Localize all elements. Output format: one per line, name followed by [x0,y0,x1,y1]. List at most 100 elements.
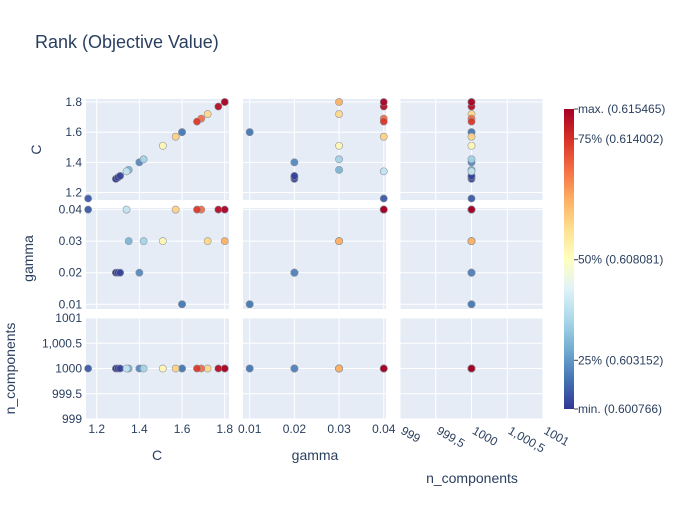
x-tick-label: 1.2 [88,422,105,436]
data-point [158,237,167,246]
data-point [178,300,186,309]
data-point [220,237,229,246]
data-point [467,205,476,214]
data-point [467,167,476,176]
data-point [139,237,148,246]
colorbar [564,109,574,409]
data-point [467,194,476,203]
x-tick-label: 1.8 [216,422,233,436]
y-axis-title-gamma: gamma [20,235,36,282]
data-point [116,268,125,277]
x-tick-label: 999,5 [434,423,467,450]
data-point [171,364,180,373]
data-point [379,205,388,214]
data-point [245,300,254,309]
y-tick-label: 1.6 [65,125,82,139]
data-point [335,98,343,106]
colorbar-tick-label: 50% (0.608081) [578,253,663,267]
colorbar-tick-label: min. (0.600766) [578,402,662,416]
data-point [467,98,476,106]
x-tick-label: 0.03 [327,422,351,436]
data-point [84,194,93,203]
data-point [379,364,388,373]
data-point [220,98,229,106]
y-tick-label: 1,000.5 [42,336,82,350]
y-axis-title-n_components: n_components [2,323,18,415]
data-point [122,167,131,176]
data-point [139,155,148,164]
x-tick-label: 999 [399,423,424,445]
y-tick-label: 1.4 [65,155,82,169]
data-point [379,117,388,126]
data-point [379,167,388,176]
data-point [203,110,212,118]
data-point [171,132,180,141]
data-point [335,165,343,174]
y-tick-label: 1001 [55,311,82,325]
panel-gamma-vs-gamma [243,208,386,309]
x-axis-title-n_components: n_components [426,470,518,486]
data-point [467,155,476,164]
data-point [158,364,167,373]
data-point [290,364,299,373]
y-axis-title-C: C [28,144,44,154]
panel-gamma-vs-C [86,208,229,309]
data-point [178,128,186,137]
y-tick-label: 1000 [55,362,82,376]
data-point [335,155,343,164]
data-point [335,110,343,118]
panel-C-vs-gamma [243,99,386,200]
data-point [379,194,388,203]
x-tick-label: 1.4 [131,422,148,436]
colorbar-tick-label: max. (0.615465) [578,102,665,116]
data-point [467,300,476,309]
y-tick-label: 0.03 [59,234,83,248]
data-point [122,364,131,373]
data-point [335,364,343,373]
data-point [171,205,180,214]
data-point [335,237,343,246]
data-point [124,237,133,246]
data-point [193,205,201,214]
x-tick-label: 1.6 [174,422,191,436]
x-tick-label: 1,000,5 [506,423,548,455]
chart-title: Rank (Objective Value) [35,32,219,52]
data-point [245,128,254,137]
data-point [139,364,148,373]
colorbar-tick-label: 75% (0.614002) [578,132,663,146]
data-point [116,171,125,180]
data-point [214,102,223,111]
x-tick-label: 0.01 [238,422,262,436]
data-point [467,268,476,277]
x-axis-title-C: C [152,447,162,463]
data-point [245,364,254,373]
data-point [290,171,299,180]
data-point [290,268,299,277]
data-point [84,364,93,373]
y-tick-label: 0.01 [59,297,83,311]
y-tick-label: 0.04 [59,203,83,217]
data-point [220,205,229,214]
x-tick-label: 0.04 [372,422,396,436]
data-point [290,158,299,167]
y-tick-label: 999.5 [52,387,82,401]
data-point [220,364,229,373]
data-point [122,205,131,214]
colorbar-tick-label: 25% (0.603152) [578,353,663,367]
data-point [84,205,93,214]
x-axis-title-gamma: gamma [292,447,339,463]
data-point [467,141,476,150]
data-point [379,132,388,141]
y-tick-label: 1.2 [65,185,82,199]
y-tick-label: 999 [62,412,82,426]
x-tick-label: 1000 [470,423,500,449]
data-point [203,237,212,246]
data-point [193,117,201,126]
data-point [135,268,144,277]
data-point [193,364,201,373]
data-point [335,141,343,150]
x-tick-label: 0.02 [283,422,307,436]
y-tick-label: 1.8 [65,95,82,109]
